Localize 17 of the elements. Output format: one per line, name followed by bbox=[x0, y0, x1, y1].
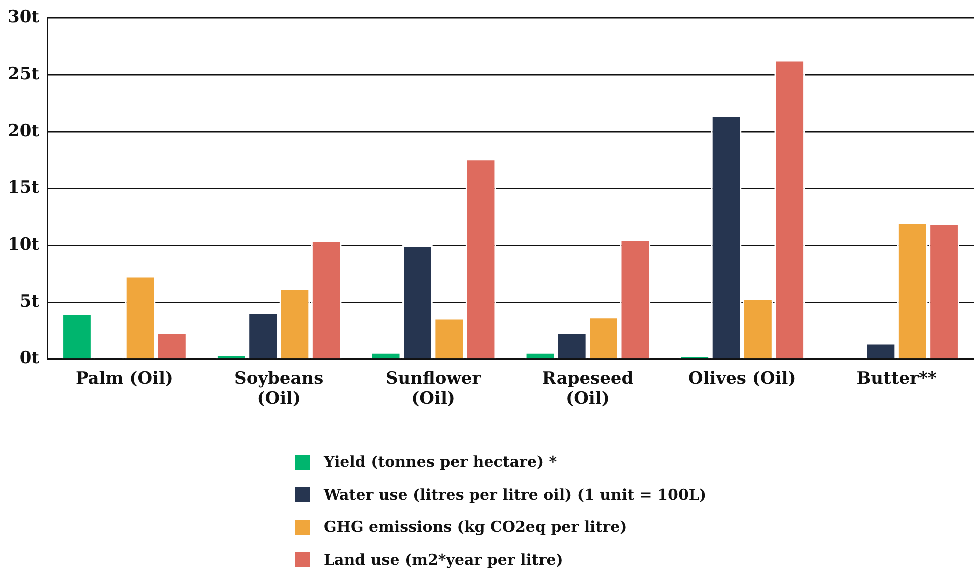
y-tick-label: 5t bbox=[20, 292, 40, 312]
y-tick-label: 20t bbox=[8, 121, 40, 142]
y-tick-label: 30t bbox=[8, 8, 40, 28]
legend-label: Water use (litres per litre oil) (1 unit = 100L) bbox=[324, 486, 707, 504]
legend-label: GHG emissions (kg CO2eq per litre) bbox=[324, 518, 628, 536]
x-tick-label: Soybeans (Oil) bbox=[234, 368, 324, 410]
x-tick-label: Palm (Oil) bbox=[76, 368, 174, 389]
y-tick-label: 25t bbox=[8, 64, 40, 84]
y-tick-label: 10t bbox=[8, 234, 40, 255]
x-tick-label: Sunflower (Oil) bbox=[386, 368, 482, 410]
y-tick-label: 15t bbox=[8, 178, 40, 198]
legend-label: Yield (tonnes per hectare) * bbox=[324, 453, 558, 472]
x-tick-label: Butter** bbox=[856, 368, 937, 389]
x-tick-label: Olives (Oil) bbox=[688, 368, 796, 389]
legend-label: Land use (m2*year per litre) bbox=[324, 550, 564, 569]
x-tick-label: Rapeseed (Oil) bbox=[542, 368, 634, 410]
y-tick-label: 0t bbox=[20, 348, 40, 369]
